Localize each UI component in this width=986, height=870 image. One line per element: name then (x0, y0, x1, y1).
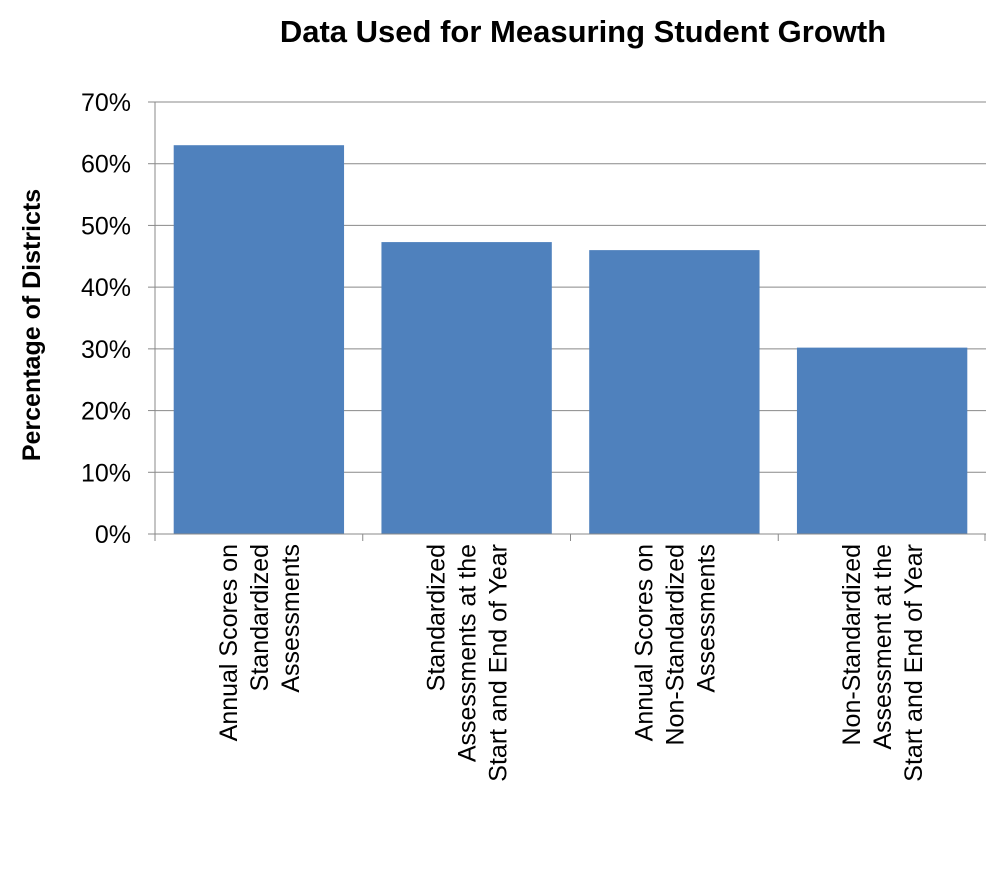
x-tick-label: Annual Scores on (630, 544, 658, 741)
y-tick-labels: 0% 10% 20% 30% 40% 50% 60% 70% (81, 89, 131, 549)
y-tick-label: 10% (81, 459, 131, 487)
x-tick-label: Assessment at the (869, 544, 897, 750)
x-tick-label: Standardized (423, 544, 451, 691)
y-tick-label: 60% (81, 151, 131, 179)
x-tick-label: Start and End of Year (485, 544, 513, 782)
bar (796, 347, 968, 534)
chart-title: Data Used for Measuring Student Growth (280, 14, 886, 49)
y-tick-label: 40% (81, 274, 131, 302)
x-tick-label-group: Non-Standardized Assessment at the Start a… (838, 544, 928, 782)
x-tick-label: Assessments (692, 544, 720, 693)
bar (381, 242, 552, 534)
x-tick-label-group: Annual Scores on Non-Standardized Assessme… (630, 544, 720, 746)
y-tick-label: 50% (81, 212, 131, 240)
x-tick-label: Annual Scores on (215, 544, 243, 741)
x-tick-label: Assessments (277, 544, 305, 693)
x-tick-label-group: Annual Scores on Standardized Assessments (215, 544, 305, 741)
bar (173, 145, 345, 534)
y-tick-label: 70% (81, 89, 131, 117)
x-tick-label: Non-Standardized (838, 544, 866, 746)
bars (173, 145, 968, 534)
y-tick-label: 30% (81, 336, 131, 364)
axes (148, 101, 986, 541)
x-tick-label: Non-Standardized (661, 544, 689, 746)
y-tick-label: 0% (95, 521, 131, 549)
x-tick-label: Assessments at the (454, 544, 482, 762)
x-tick-label-group: Standardized Assessments at the Start and … (423, 544, 513, 782)
y-tick-label: 20% (81, 398, 131, 426)
x-tick-label: Standardized (246, 544, 274, 691)
x-tick-label: Start and End of Year (900, 544, 928, 782)
bar (589, 250, 760, 534)
y-axis-title: Percentage of Districts (18, 189, 46, 461)
x-tick-labels: Annual Scores on Standardized Assessments S… (215, 544, 928, 782)
